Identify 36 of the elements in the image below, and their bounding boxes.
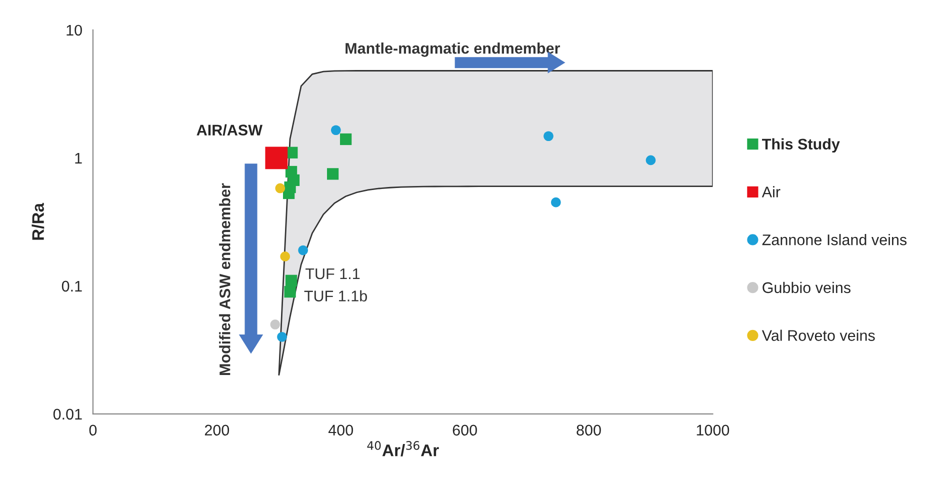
annotation: Modified ASW endmember (219, 183, 230, 375)
annotation: Mantle-magmatic endmember (346, 42, 560, 57)
y-tick-label: 0.1 (62, 280, 82, 292)
y-axis-title: R/Ra (32, 202, 44, 240)
y-tick-label: 10 (66, 24, 82, 36)
y-tick-label: 0.01 (53, 408, 82, 420)
point (551, 197, 561, 208)
point (277, 332, 287, 342)
legend-label: Zannone Island veins (762, 234, 907, 246)
annotation: TUF 1.1b (304, 290, 367, 302)
legend-label: Val Roveto veins (762, 330, 875, 341)
legend-label: Air (762, 186, 780, 198)
point (298, 245, 308, 256)
point (340, 133, 352, 146)
x-tick-label: 600 (452, 424, 477, 436)
y-tick-label: 1 (75, 152, 82, 164)
point (285, 274, 298, 286)
x-tick-label: 800 (576, 424, 601, 436)
x-axis-title: $^{40}$Ar/$^{36}$Ar (367, 441, 439, 456)
annotation: AIR/ASW (196, 124, 262, 136)
point (544, 131, 554, 142)
annotation: TUF 1.1 (306, 268, 360, 280)
x-tick-label: 200 (204, 424, 230, 436)
legend-label: This Study (762, 138, 840, 153)
point (330, 125, 341, 136)
legend-label: Gubbio veins (762, 282, 850, 294)
point (284, 286, 296, 298)
point (326, 168, 339, 180)
point (275, 183, 286, 194)
point (265, 146, 288, 170)
x-tick-label: 0 (89, 424, 97, 436)
point (280, 252, 290, 262)
x-tick-label: 400 (328, 424, 354, 436)
point (646, 155, 656, 166)
point (270, 320, 280, 330)
x-tick-label: 1000 (696, 424, 730, 436)
